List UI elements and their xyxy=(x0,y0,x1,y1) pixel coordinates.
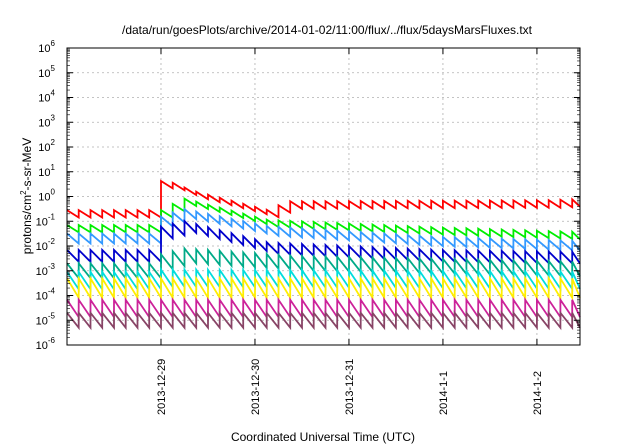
y-tick-label: 10-1 xyxy=(36,212,56,228)
series-lines xyxy=(66,179,581,331)
y-tick-label: 10-3 xyxy=(36,262,56,278)
series-line-7 xyxy=(66,275,581,301)
x-tick-label: 2013-12-29 xyxy=(156,359,168,415)
y-tick-label: 100 xyxy=(38,188,55,204)
y-tick-label: 102 xyxy=(38,138,55,154)
y-tick-label: 105 xyxy=(38,64,55,80)
chart-title: /data/run/goesPlots/archive/2014-01-02/1… xyxy=(122,23,533,37)
series-line-9 xyxy=(66,310,581,331)
y-axis-title-sup: 2 xyxy=(19,190,28,195)
series-line-8 xyxy=(66,296,581,321)
x-tick-label: 2014-1-1 xyxy=(438,371,450,415)
x-axis: 2013-12-29 2013-12-30 2013-12-31 2014-1-1 20… xyxy=(156,48,544,415)
x-axis-title: Coordinated Universal Time (UTC) xyxy=(231,430,415,444)
y-tick-label: 106 xyxy=(38,39,55,55)
y-tick-label: 104 xyxy=(38,89,55,105)
y-tick-label: 10-2 xyxy=(36,237,56,253)
y-axis-title-post: -s-sr-MeV xyxy=(20,138,34,191)
y-axis: 10-6 10-5 10-4 10-3 10-2 10-1 100 101 102 103 104 1… xyxy=(36,39,580,352)
series-line-4 xyxy=(66,218,581,266)
y-axis-title: protons/cm2-s-sr-MeV xyxy=(19,138,34,254)
x-tick-label: 2013-12-30 xyxy=(250,359,262,415)
series-line-2 xyxy=(66,196,581,241)
series-line-1 xyxy=(66,179,581,220)
y-tick-label: 10-4 xyxy=(36,287,56,303)
y-axis-title-pre: protons/cm xyxy=(20,195,34,254)
y-tick-label: 101 xyxy=(38,163,55,179)
x-tick-label: 2014-1-2 xyxy=(532,371,544,415)
y-tick-label: 10-5 xyxy=(36,311,56,327)
x-tick-label: 2013-12-31 xyxy=(344,359,356,415)
y-tick-label: 103 xyxy=(38,113,55,129)
series-line-3 xyxy=(66,207,581,253)
y-tick-label: 10-6 xyxy=(36,336,56,352)
series-line-5 xyxy=(66,245,581,281)
